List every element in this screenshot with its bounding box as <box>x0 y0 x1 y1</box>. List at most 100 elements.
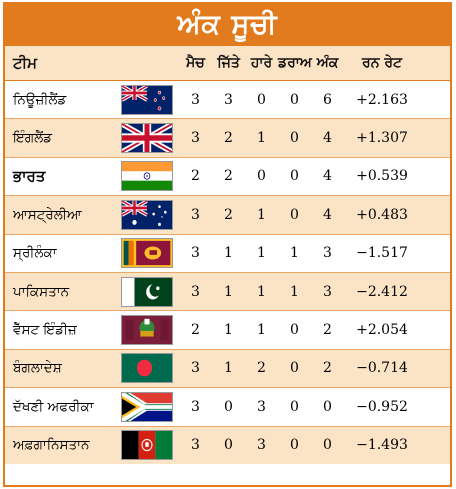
cell-won: 2 <box>224 130 233 147</box>
cell-lost: 0 <box>257 91 266 108</box>
table-header: ਟੀਮ ਮੈਚ ਜਿੱਤੇ ਹਾਰੇ ਡਰਾਅ ਅੰਕ ਰਨ ਰੇਟ <box>5 46 450 81</box>
india-flag-icon <box>121 161 173 192</box>
table-row: ਇੰਗਲੈਂਡ 3 2 1 0 4 +1.307 <box>5 119 450 158</box>
header-team: ਟੀਮ <box>13 54 38 72</box>
team-flag-cell <box>115 84 179 115</box>
points-table: ਅੰਕ ਸੂਚੀ ਟੀਮ ਮੈਚ ਜਿੱਤੇ ਹਾਰੇ ਡਰਾਅ ਅੰਕ ਰਨ … <box>3 2 452 487</box>
cell-draw: 0 <box>290 130 299 147</box>
cell-played: 3 <box>191 398 200 415</box>
afghanistan-flag-icon <box>121 430 173 461</box>
header-played: ਮੈਚ <box>186 55 205 71</box>
table-row: ਨਿਊਜ਼ੀਲੈਂਡ 3 3 0 0 6 +2.163 <box>5 81 450 120</box>
cell-played: 3 <box>191 206 200 223</box>
team-flag-cell <box>115 315 179 346</box>
header-won: ਜਿੱਤੇ <box>217 55 240 71</box>
cell-played: 3 <box>191 437 200 454</box>
cell-net-run-rate: +1.307 <box>356 130 408 147</box>
team-flag-cell <box>115 391 179 422</box>
team-flag-cell <box>115 123 179 154</box>
cell-played: 3 <box>191 360 200 377</box>
team-flag-cell <box>115 353 179 384</box>
table-row: ਆਸਟ੍ਰੇਲੀਆ 3 2 1 0 4 +0.483 <box>5 196 450 235</box>
bangladesh-flag-icon <box>121 353 173 384</box>
cell-lost: 1 <box>257 130 266 147</box>
cell-won: 3 <box>224 91 233 108</box>
cell-lost: 1 <box>257 206 266 223</box>
australia-flag-icon <box>121 199 173 230</box>
cell-played: 3 <box>191 245 200 262</box>
team-name: ਅਫ਼ਗਾਨਿਸਤਾਨ <box>13 437 90 454</box>
cell-net-run-rate: +2.054 <box>356 322 408 339</box>
cell-points: 3 <box>323 245 332 262</box>
cell-net-run-rate: −1.517 <box>356 245 408 262</box>
header-lost: ਹਾਰੇ <box>250 55 273 71</box>
cell-points: 4 <box>323 168 332 185</box>
new-zealand-flag-icon <box>121 84 173 115</box>
cell-won: 2 <box>224 206 233 223</box>
cell-draw: 0 <box>290 437 299 454</box>
cell-won: 2 <box>224 168 233 185</box>
table-row: ਦੱਖਣੀ ਅਫਰੀਕਾ 3 0 3 0 0 −0.952 <box>5 388 450 427</box>
cell-played: 3 <box>191 283 200 300</box>
header-draw: ਡਰਾਅ <box>278 55 312 71</box>
header-net-run-rate: ਰਨ ਰੇਟ <box>362 55 402 71</box>
cell-lost: 0 <box>257 168 266 185</box>
page-title: ਅੰਕ ਸੂਚੀ <box>5 4 450 46</box>
cell-lost: 1 <box>257 245 266 262</box>
cell-points: 3 <box>323 283 332 300</box>
cell-draw: 1 <box>290 283 299 300</box>
cell-net-run-rate: −0.714 <box>356 360 408 377</box>
cell-won: 0 <box>224 398 233 415</box>
team-name: ਆਸਟ੍ਰੇਲੀਆ <box>13 206 82 223</box>
table-row: ਬੰਗਲਾਦੇਸ਼ 3 1 2 0 2 −0.714 <box>5 349 450 389</box>
cell-draw: 0 <box>290 398 299 415</box>
cell-draw: 0 <box>290 206 299 223</box>
united-kingdom-flag-icon <box>121 123 173 154</box>
table-row: ਸ੍ਰੀਲੰਕਾ 3 1 1 1 3 −1.517 <box>5 235 450 273</box>
team-name: ਬੰਗਲਾਦੇਸ਼ <box>13 360 62 377</box>
team-name: ਇੰਗਲੈਂਡ <box>13 130 53 147</box>
cell-lost: 3 <box>257 437 266 454</box>
cell-played: 3 <box>191 130 200 147</box>
cell-draw: 1 <box>290 245 299 262</box>
cell-won: 1 <box>224 245 233 262</box>
cell-lost: 1 <box>257 322 266 339</box>
team-flag-cell <box>115 430 179 461</box>
table-body: ਨਿਊਜ਼ੀਲੈਂਡ 3 3 0 0 6 +2.163 ਇੰਗਲੈਂਡ 3 2 1 0 4 +1.307 ਭ… <box>5 81 450 464</box>
team-name: ਵੈੱਸਟ ਇੰਡੀਜ਼ <box>13 322 77 339</box>
cell-net-run-rate: −2.412 <box>356 283 408 300</box>
team-name: ਪਾਕਿਸਤਾਨ <box>13 283 70 300</box>
sri-lanka-flag-icon <box>121 238 173 269</box>
cell-net-run-rate: +0.483 <box>356 206 408 223</box>
table-row: ਪਾਕਿਸਤਾਨ 3 1 1 1 3 −2.412 <box>5 272 450 312</box>
cell-points: 2 <box>323 360 332 377</box>
cell-played: 2 <box>191 322 200 339</box>
cell-won: 1 <box>224 283 233 300</box>
team-flag-cell <box>115 199 179 230</box>
cell-net-run-rate: +0.539 <box>356 168 408 185</box>
cell-played: 3 <box>191 91 200 108</box>
cell-won: 1 <box>224 322 233 339</box>
west-indies-flag-icon <box>121 315 173 346</box>
cell-net-run-rate: −1.493 <box>356 437 408 454</box>
cell-lost: 3 <box>257 398 266 415</box>
table-row: ਅਫ਼ਗਾਨਿਸਤਾਨ 3 0 3 0 0 −1.493 <box>5 426 450 464</box>
team-flag-cell <box>115 276 179 307</box>
cell-played: 2 <box>191 168 200 185</box>
cell-points: 4 <box>323 130 332 147</box>
team-flag-cell <box>115 238 179 269</box>
team-name: ਭਾਰਤ <box>13 167 46 186</box>
cell-net-run-rate: −0.952 <box>356 398 408 415</box>
cell-draw: 0 <box>290 360 299 377</box>
pakistan-flag-icon <box>121 276 173 307</box>
table-row: ਭਾਰਤ 2 2 0 0 4 +0.539 <box>5 158 450 197</box>
cell-lost: 1 <box>257 283 266 300</box>
south-africa-flag-icon <box>121 391 173 422</box>
cell-points: 0 <box>323 437 332 454</box>
cell-draw: 0 <box>290 168 299 185</box>
table-row: ਵੈੱਸਟ ਇੰਡੀਜ਼ 2 1 1 0 2 +2.054 <box>5 311 450 350</box>
cell-draw: 0 <box>290 322 299 339</box>
cell-points: 4 <box>323 206 332 223</box>
header-points: ਅੰਕ <box>316 55 339 71</box>
cell-lost: 2 <box>257 360 266 377</box>
